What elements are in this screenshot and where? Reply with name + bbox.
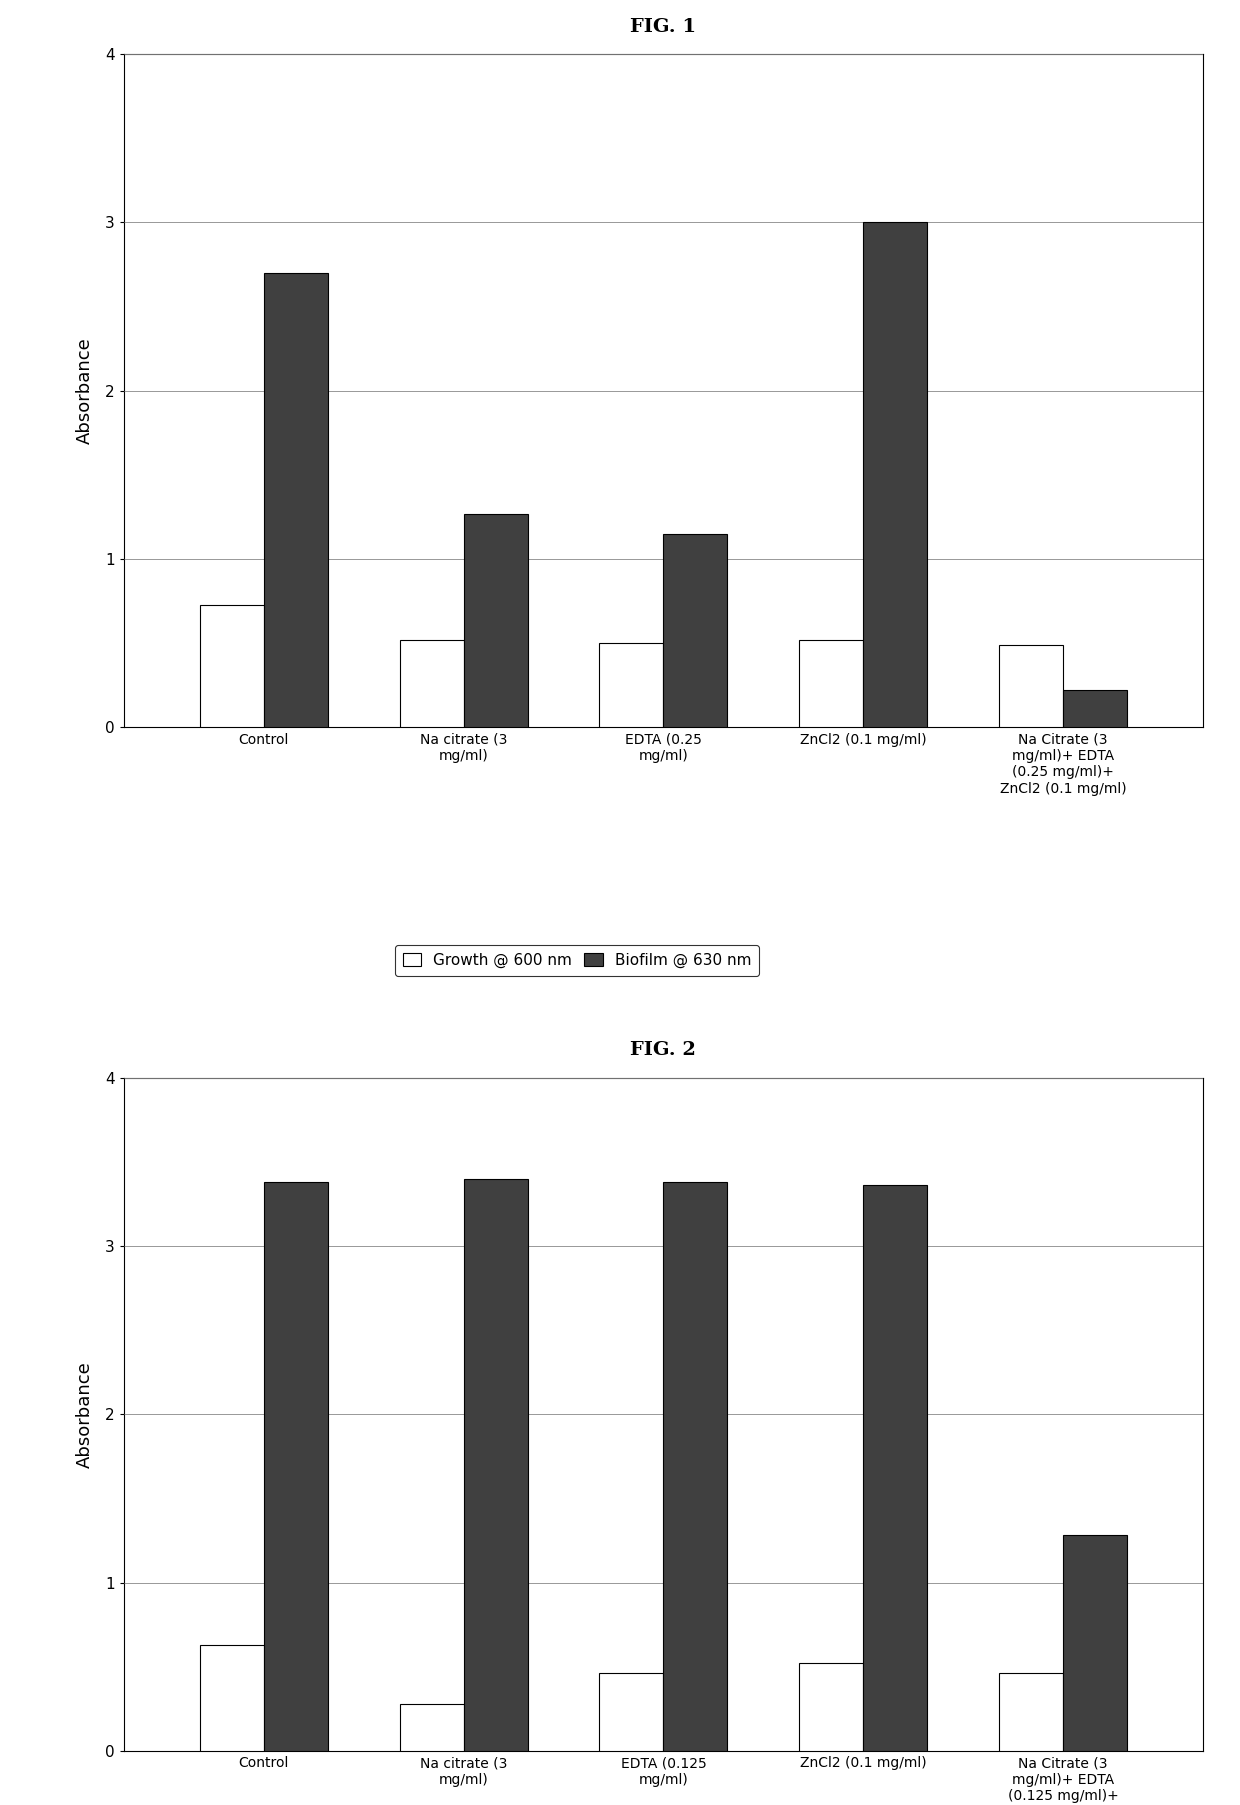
Y-axis label: Absorbance: Absorbance [76,1361,94,1467]
Bar [599,1673,663,1751]
Bar [264,1182,327,1751]
Bar [399,641,464,727]
Bar [200,605,264,727]
Bar [663,534,728,727]
Bar [1063,691,1127,727]
Bar [863,1186,928,1751]
Bar [800,1664,863,1751]
Legend: Growth @ 600 nm, Biofilm @ 630 nm: Growth @ 600 nm, Biofilm @ 630 nm [396,946,759,977]
Title: FIG. 1: FIG. 1 [630,18,697,36]
Title: FIG. 2: FIG. 2 [630,1041,697,1060]
Bar [264,273,327,727]
Bar [863,222,928,727]
Bar [999,644,1063,727]
Y-axis label: Absorbance: Absorbance [76,338,94,444]
Bar [464,1179,527,1751]
Bar [599,643,663,727]
Bar [1063,1536,1127,1751]
Bar [200,1644,264,1751]
Bar [800,641,863,727]
Bar [399,1704,464,1751]
Bar [464,514,527,727]
Bar [663,1182,728,1751]
Bar [999,1673,1063,1751]
